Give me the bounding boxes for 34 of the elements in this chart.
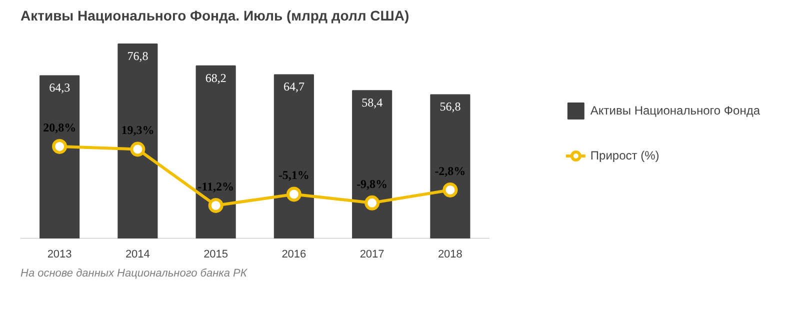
x-tick-label: 2017 (360, 248, 384, 260)
point (208, 198, 224, 213)
data-label: 68,2 (205, 70, 226, 85)
point (130, 142, 146, 157)
data-label: -11,2% (198, 179, 234, 194)
x-tick-label: 2018 (438, 248, 462, 260)
data-label: 58,4 (362, 96, 383, 110)
legend-label: Активы Национального Фонда (590, 104, 760, 118)
data-label: 64,3 (49, 80, 70, 95)
bar (274, 74, 314, 238)
data-label: 20,8% (43, 120, 76, 134)
data-label: -2,8% (434, 164, 466, 178)
point (442, 182, 458, 198)
data-label: 19,3% (121, 123, 154, 138)
data-label: 64,7 (283, 80, 304, 94)
point (52, 138, 68, 154)
legend-label: Прирост (%) (590, 148, 660, 162)
x-tick-label: 2013 (47, 248, 72, 260)
data-label: 56,8 (440, 100, 461, 114)
x-tick-label: 2014 (125, 248, 150, 260)
x-tick-label: 2015 (204, 248, 228, 260)
point (286, 186, 302, 202)
bar (118, 44, 158, 238)
text: На основе данных Национального банка РК (20, 268, 248, 280)
bar (430, 94, 470, 238)
data-label: -5,1% (278, 168, 310, 182)
bar (352, 90, 392, 238)
data-label: 76,8 (127, 49, 148, 64)
bar (40, 75, 80, 238)
chart-title: Активы Национального Фонда. Июль (млрд долл США) (20, 8, 410, 24)
bar (196, 65, 236, 238)
data-label: -9,8% (356, 176, 388, 191)
point (364, 195, 380, 210)
x-tick-label: 2016 (282, 248, 306, 260)
